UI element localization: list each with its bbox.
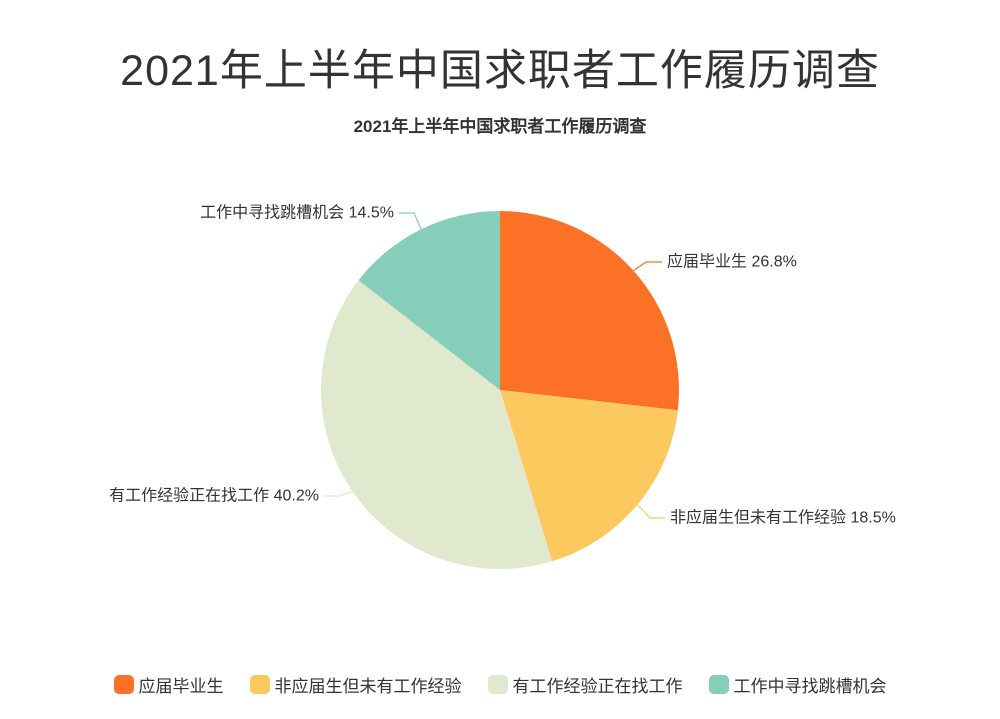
legend-item-job-hopping[interactable]: 工作中寻找跳槽机会 xyxy=(708,672,887,697)
legend-swatch-job-hopping xyxy=(708,675,729,694)
chart-title: 2021年上半年中国求职者工作履历调查 xyxy=(353,117,647,136)
legend-label-no-work-experience: 非应届生但未有工作经验 xyxy=(274,677,462,696)
legend-swatch-experienced-job-seeking xyxy=(487,675,508,694)
legend-item-no-work-experience[interactable]: 非应届生但未有工作经验 xyxy=(249,672,462,697)
label-line-fresh-graduates xyxy=(633,261,662,272)
page-title: 2021年上半年中国求职者工作履历调查 xyxy=(120,47,880,95)
label-line-no-work-experience xyxy=(637,504,665,519)
label-line-job-hopping xyxy=(399,212,422,230)
pie-slice-job-hopping[interactable] xyxy=(358,211,500,390)
legend-swatch-fresh-graduates xyxy=(113,675,134,694)
label-line-experienced-job-seeking xyxy=(324,490,353,497)
pie-label-job-hopping: 工作中寻找跳槽机会 14.5% xyxy=(200,204,394,222)
legend: 应届毕业生 非应届生但未有工作经验 有工作经验正在找工作 工作中寻找跳槽机会 xyxy=(0,672,1000,697)
pie-label-experienced-job-seeking: 有工作经验正在找工作 40.2% xyxy=(109,487,319,505)
pie-slice-experienced-job-seeking[interactable] xyxy=(320,280,553,570)
pie-label-no-work-experience: 非应届生但未有工作经验 18.5% xyxy=(670,508,896,527)
legend-item-fresh-graduates[interactable]: 应届毕业生 xyxy=(113,672,224,697)
legend-swatch-no-work-experience xyxy=(249,675,270,694)
legend-label-job-hopping: 工作中寻找跳槽机会 xyxy=(733,677,887,696)
pie-slice-no-work-experience[interactable] xyxy=(500,390,678,562)
legend-item-experienced-job-seeking[interactable]: 有工作经验正在找工作 xyxy=(487,672,683,697)
legend-label-experienced-job-seeking: 有工作经验正在找工作 xyxy=(512,677,683,696)
pie-slice-fresh-graduates[interactable] xyxy=(500,211,680,411)
pie-label-fresh-graduates: 应届毕业生 26.8% xyxy=(667,252,797,271)
legend-label-fresh-graduates: 应届毕业生 xyxy=(138,677,224,696)
